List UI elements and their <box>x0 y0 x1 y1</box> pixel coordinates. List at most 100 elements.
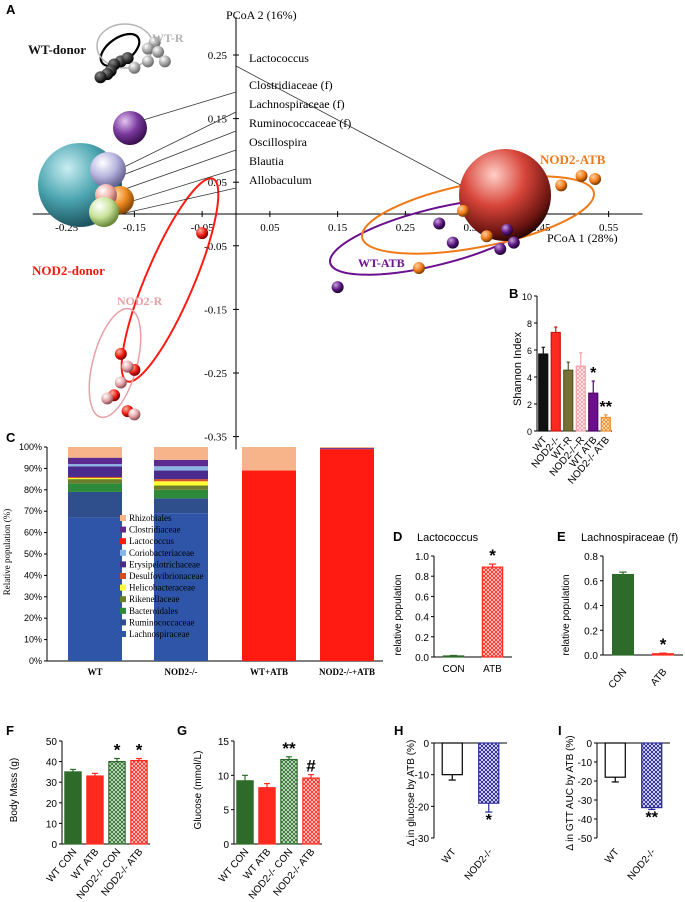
y-tick-label: 0 <box>423 739 429 750</box>
group-label-nod2-atb: NOD2-ATB <box>540 152 606 167</box>
y-tick-label: 0.0 <box>415 653 429 664</box>
y-tick-label: 5 <box>223 806 229 817</box>
y-tick-label: 30 <box>46 778 58 789</box>
sample-point <box>114 347 127 360</box>
bar <box>441 742 463 776</box>
panel-letter-g: G <box>177 723 187 738</box>
sample-point <box>196 227 209 240</box>
y-tick-label: 20% <box>24 613 42 623</box>
y-tick-label: 0.2 <box>584 626 598 637</box>
panel-letter-i: I <box>558 723 562 738</box>
stack-segment <box>154 459 208 467</box>
sample-point <box>507 236 520 249</box>
taxa-labels: Lactococcus Clostridiaceae (f) Lachnospi… <box>249 51 351 187</box>
stack-segment <box>154 479 208 482</box>
y-tick-label: 0 <box>51 840 57 851</box>
legend-label: Desulfovibrionaceae <box>129 571 203 581</box>
sample-point <box>152 45 165 58</box>
panel-i: I 0 -10 -20 -30 -40 -50 WT ** NOD2-/- Δ in GTT A… <box>558 723 670 882</box>
sample-point <box>433 217 446 230</box>
bar <box>302 777 320 845</box>
delta-gtt-chart: 0 -10 -20 -30 -40 -50 WT ** NOD2-/- <box>578 739 670 882</box>
pcoa1-axis-label: PCoA 1 (28%) <box>547 231 618 245</box>
taxon-label: Lachnospiraceae (f) <box>249 97 345 111</box>
x-tick-label: 0.15 <box>328 222 348 234</box>
group-labels: WT-donor WT-R NOD2-donor NOD2-R WT-ATB N… <box>28 31 606 308</box>
b-ylabel: Shannon Index <box>512 331 524 406</box>
x-tick-label: NOD2-/- <box>463 847 495 883</box>
panel-letter-c: C <box>6 430 16 445</box>
e-title: Lachnospiraceae (f) <box>581 532 678 544</box>
stack-segment <box>154 498 208 514</box>
taxa-bubbles <box>38 111 551 241</box>
y-tick-label: -30 <box>415 834 430 845</box>
y-tick-label: 0.8 <box>415 572 429 583</box>
sample-point <box>141 55 154 68</box>
stack-segment <box>242 447 296 471</box>
y-tick-label: 0.6 <box>584 577 598 588</box>
bar <box>538 353 549 432</box>
g-ylabel: Glucose (mmol/L) <box>193 751 204 830</box>
y-tick-label: -20 <box>578 777 593 788</box>
x-tick-label: CON <box>607 667 630 691</box>
legend-label: Bacteroidales <box>129 606 178 616</box>
y-tick-label: 0 <box>527 427 532 437</box>
stack-segment <box>154 513 208 661</box>
legend-label: Rikenellaceae <box>129 594 179 604</box>
y-tick-label: 0 <box>586 739 592 750</box>
x-tick-label: NOD2-/- <box>626 847 658 883</box>
sample-point <box>128 61 141 74</box>
x-tick-label: ATB <box>483 664 502 675</box>
pcoa-axes: -0.25-0.15-0.050.050.150.250.350.450.550… <box>32 16 643 450</box>
x-tick-label: WT <box>440 847 458 866</box>
legend-swatch <box>120 573 126 579</box>
stack-segment <box>154 470 208 480</box>
bubble-lachnospiraceae <box>90 152 126 188</box>
panel-e: E Lachnospiraceae (f) 0.0 0.2 0.4 0.6 0.8 CON… <box>557 529 683 691</box>
x-tick-label: 0.55 <box>599 222 619 234</box>
e-ylabel: relative population <box>561 574 572 655</box>
sample-point <box>121 360 134 373</box>
y-tick-label: -0.15 <box>204 304 227 316</box>
significance-label: * <box>486 812 493 829</box>
y-tick-label: -0.25 <box>204 368 227 380</box>
bar <box>478 742 500 804</box>
taxon-label: Allobaculum <box>249 173 312 187</box>
x-tick-label: WT+ATB <box>250 667 288 677</box>
bar <box>563 369 574 432</box>
stack-segment <box>68 476 122 479</box>
group-label-nod2-donor: NOD2-donor <box>32 263 105 278</box>
significance-label: * <box>660 635 667 654</box>
y-tick-label: -50 <box>578 834 593 845</box>
group-label-wt-donor: WT-donor <box>28 42 86 57</box>
bar <box>600 416 611 432</box>
panel-letter-a: A <box>6 2 16 17</box>
y-tick-label: 10 <box>522 292 532 302</box>
x-tick-label: 0.25 <box>396 222 416 234</box>
legend-swatch <box>120 631 126 637</box>
sample-point <box>412 262 425 275</box>
y-tick-label: 0.8 <box>584 552 598 563</box>
bubble-clostridiaceae <box>113 111 147 145</box>
y-tick-label: 4 <box>527 373 532 383</box>
significance-label: * <box>114 741 121 760</box>
y-tick-label: 80% <box>24 485 42 495</box>
panel-letter-d: D <box>393 529 402 544</box>
legend-label: Helicobacteraceae <box>129 583 195 593</box>
y-tick-label: 0.4 <box>584 602 598 613</box>
sample-point <box>121 52 134 65</box>
pcoa2-axis-label: PCoA 2 (16%) <box>226 8 297 22</box>
panel-a: A -0.25-0.15-0.050.050.150.250.350.450.5… <box>6 2 643 450</box>
stack-segment <box>68 479 122 484</box>
stack-segment <box>320 449 374 661</box>
y-tick-label: 0.2 <box>415 633 429 644</box>
stack-segment <box>320 447 374 449</box>
y-tick-label: 40% <box>24 570 42 580</box>
x-tick-label: WT <box>87 667 102 677</box>
y-tick-label: 0.4 <box>415 613 429 624</box>
legend-label: Clostridiaceae <box>129 525 180 535</box>
